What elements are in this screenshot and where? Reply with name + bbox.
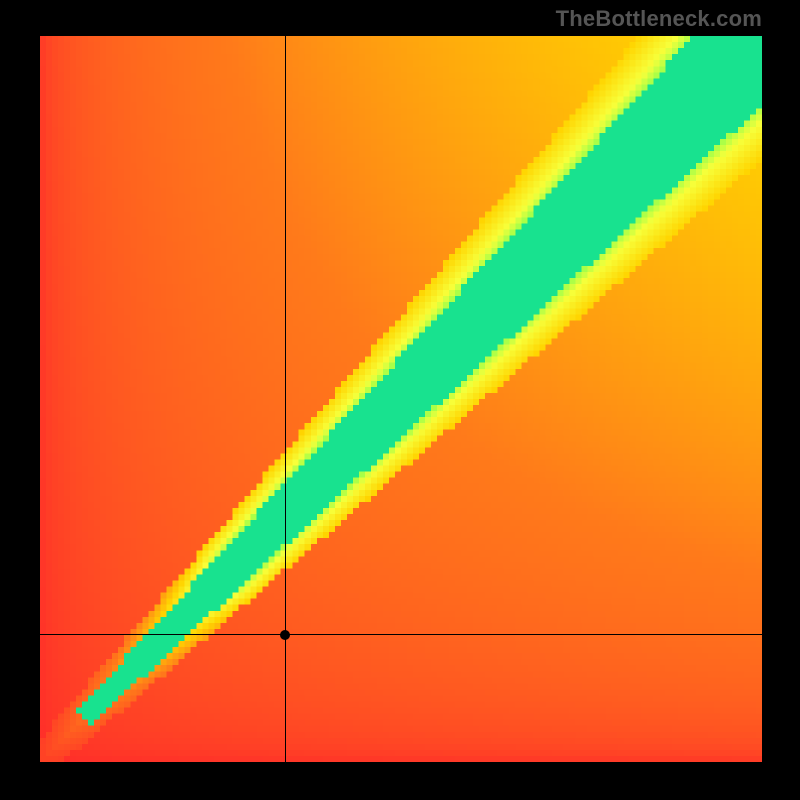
crosshair-vertical — [285, 36, 286, 762]
heatmap-plot — [40, 36, 762, 762]
crosshair-marker — [280, 630, 290, 640]
watermark-text: TheBottleneck.com — [556, 6, 762, 32]
crosshair-horizontal — [40, 634, 762, 635]
chart-frame: TheBottleneck.com — [0, 0, 800, 800]
heatmap-canvas — [40, 36, 762, 762]
